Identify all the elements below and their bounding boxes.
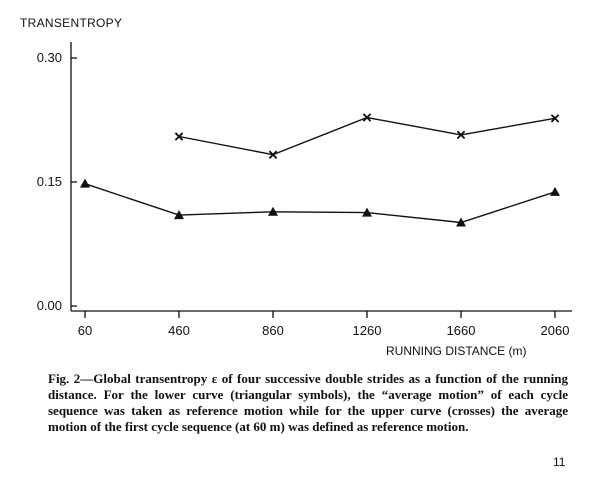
triangle-marker: [268, 206, 278, 216]
cross-marker: [362, 113, 372, 122]
triangle-marker: [550, 186, 560, 196]
x-axis-label: RUNNING DISTANCE (m): [386, 344, 527, 358]
x-tick-label: 60: [78, 323, 92, 338]
x-tick-label: 460: [168, 323, 190, 338]
x-tick-label: 1260: [353, 323, 382, 338]
y-tick-label: 0.15: [37, 174, 62, 189]
x-tick-label: 1660: [447, 323, 476, 338]
triangle-marker: [362, 207, 372, 217]
cross-marker: [550, 114, 560, 123]
cross-marker: [174, 132, 184, 141]
x-tick-label: 860: [262, 323, 284, 338]
page-number: 11: [553, 455, 566, 469]
x-tick-label: 2060: [541, 323, 570, 338]
triangle-marker: [80, 178, 90, 188]
y-tick-label: 0.00: [37, 298, 62, 313]
upper-series-line: [178, 116, 556, 156]
y-axis-label: TRANSENTROPY: [20, 16, 123, 30]
line-chart: 0.00 0.15 0.30 60 460 860 1260 1660 2060: [37, 42, 572, 338]
y-tick-label: 0.30: [37, 50, 62, 65]
cross-marker: [268, 150, 278, 159]
triangle-marker: [174, 210, 184, 220]
cross-marker: [456, 130, 466, 140]
lower-series-line: [84, 183, 556, 224]
triangle-marker: [456, 217, 466, 227]
figure-caption: Fig. 2—Global transentropy ε of four suc…: [48, 371, 568, 434]
